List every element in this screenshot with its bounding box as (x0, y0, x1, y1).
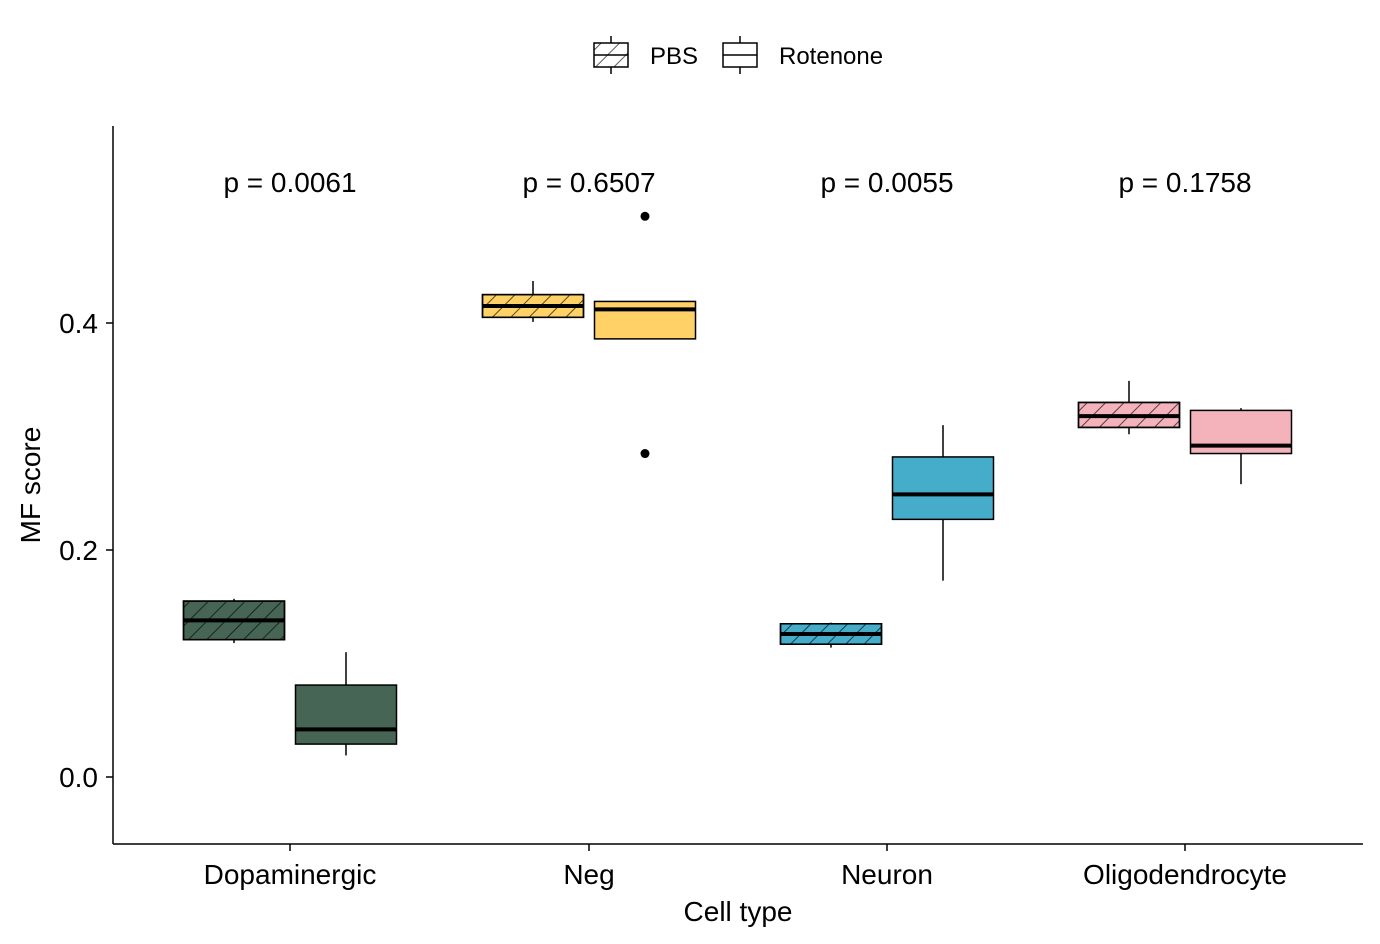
x-tick-label: Neuron (841, 859, 933, 890)
p-value-label: p = 0.0055 (820, 167, 953, 198)
outlier-point (640, 449, 650, 459)
x-ticks: Dopaminergic Neg Neuron Oligodendrocyte (204, 844, 1287, 890)
p-value-labels: p = 0.0061 p = 0.6507 p = 0.0055 p = 0.1758 (223, 167, 1251, 198)
y-ticks: 0.0 0.2 0.4 (59, 308, 113, 793)
boxes (182, 211, 1293, 756)
y-tick-label: 0.0 (59, 762, 98, 793)
box-rotenone-neg (593, 211, 697, 459)
y-tick-label: 0.2 (59, 535, 98, 566)
box-rotenone-dopaminergic (294, 652, 398, 756)
legend-label-pbs: PBS (650, 43, 698, 70)
y-tick-label: 0.4 (59, 308, 98, 339)
box-rotenone-neuron (891, 425, 995, 581)
box-body (891, 456, 995, 521)
box-pbs-oligodendrocyte (1077, 380, 1181, 435)
p-value-label: p = 0.1758 (1118, 167, 1251, 198)
box-body (593, 300, 697, 340)
legend: PBS Rotenone (593, 36, 883, 74)
x-tick-label: Neg (563, 859, 614, 890)
p-value-label: p = 0.6507 (522, 167, 655, 198)
box-pbs-dopaminergic (182, 598, 286, 644)
x-axis-title: Cell type (684, 896, 793, 927)
legend-label-rotenone: Rotenone (779, 43, 883, 70)
legend-item-rotenone[interactable]: Rotenone (722, 36, 883, 74)
box-pbs-neg (481, 281, 585, 322)
x-tick-label: Dopaminergic (204, 859, 377, 890)
axes (112, 126, 1363, 845)
box-body (294, 684, 398, 745)
x-tick-label: Oligodendrocyte (1083, 859, 1287, 890)
legend-item-pbs[interactable]: PBS (593, 36, 698, 74)
box-rotenone-oligodendrocyte (1189, 408, 1293, 485)
box-pbs-neuron (779, 622, 883, 648)
outlier-point (640, 211, 650, 221)
p-value-label: p = 0.0061 (223, 167, 356, 198)
y-axis-title: MF score (15, 427, 46, 544)
